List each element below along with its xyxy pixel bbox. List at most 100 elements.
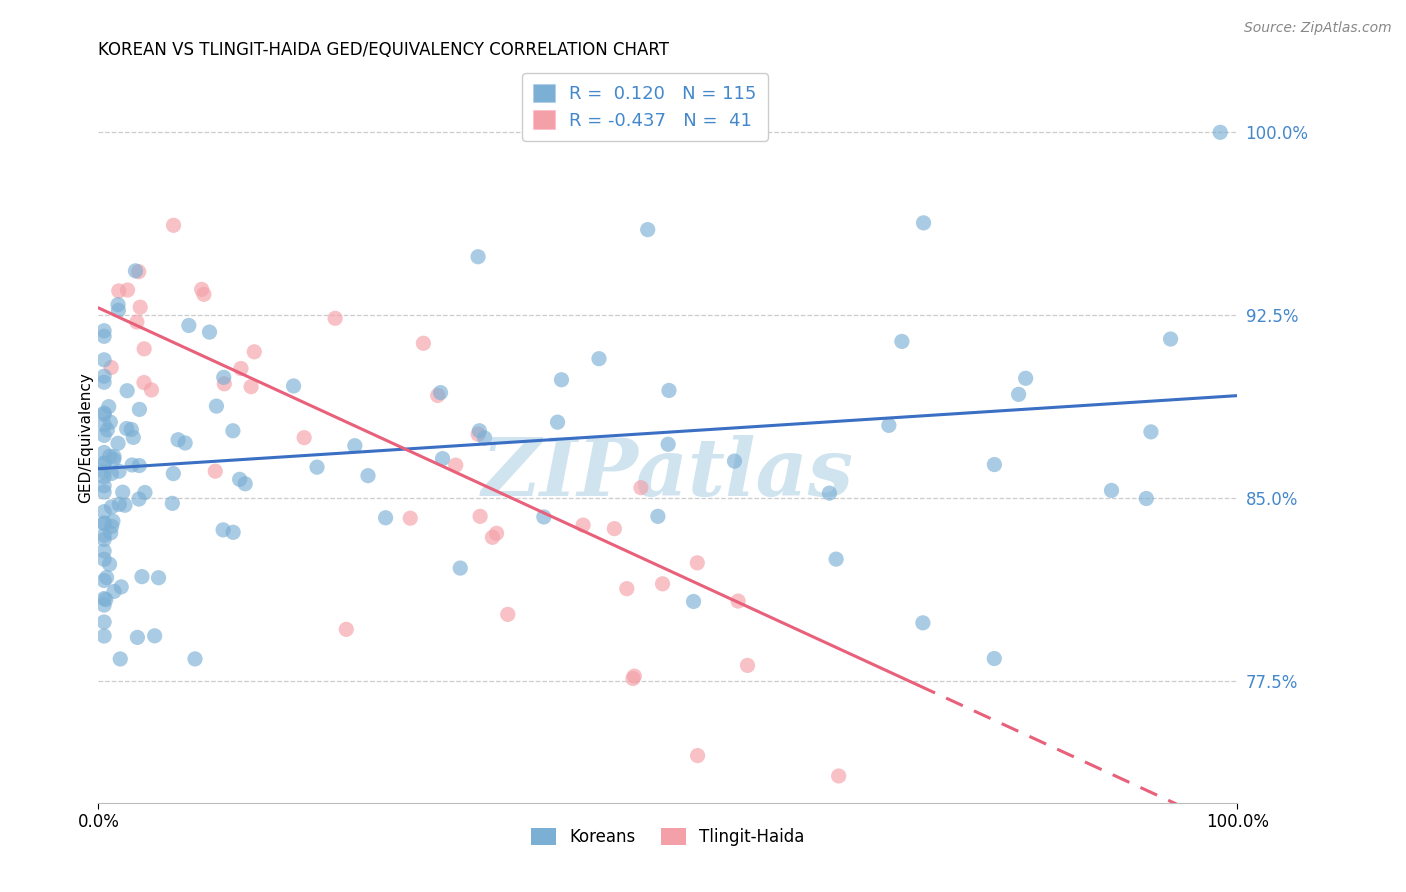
Point [93,406,115,420]
Point [117,283,139,297]
Point [93,528,115,542]
Point [111,485,134,500]
Point [323,311,346,326]
Point [621,672,644,686]
Point [657,437,679,451]
Point [93,629,115,643]
Point [432,451,454,466]
Point [93,505,115,519]
Point [190,282,212,296]
Point [212,523,235,537]
Point [93,417,115,432]
Point [682,594,704,608]
Point [426,388,449,402]
Point [93,369,115,384]
Point [533,510,555,524]
Point [93,408,115,422]
Point [174,436,197,450]
Point [100,360,122,375]
Legend: Koreans, Tlingit-Haida: Koreans, Tlingit-Haida [524,822,811,853]
Point [125,315,148,329]
Point [93,352,115,367]
Point [658,384,681,398]
Point [737,658,759,673]
Point [292,431,315,445]
Point [100,525,122,540]
Point [1014,371,1036,385]
Point [93,456,115,470]
Point [877,418,900,433]
Point [1140,425,1163,439]
Point [686,556,709,570]
Point [1135,491,1157,506]
Point [110,652,132,666]
Point [444,458,467,472]
Point [912,216,935,230]
Text: KOREAN VS TLINGIT-HAIDA GED/EQUIVALENCY CORRELATION CHART: KOREAN VS TLINGIT-HAIDA GED/EQUIVALENCY … [98,41,669,59]
Point [983,458,1005,472]
Point [623,669,645,683]
Point [474,431,496,445]
Point [890,334,912,349]
Point [229,361,252,376]
Point [134,342,156,356]
Point [240,379,263,393]
Point [93,485,115,500]
Point [335,623,357,637]
Point [96,570,118,584]
Point [115,384,138,398]
Point [167,433,190,447]
Point [162,219,184,233]
Point [723,454,745,468]
Point [100,500,122,514]
Point [128,265,150,279]
Point [828,769,851,783]
Point [1160,332,1182,346]
Point [243,344,266,359]
Point [124,264,146,278]
Point [283,379,305,393]
Point [96,423,118,437]
Point [108,497,131,511]
Point [468,509,491,524]
Point [205,399,228,413]
Point [107,303,129,318]
Point [637,222,659,236]
Point [103,450,125,464]
Point [93,469,115,483]
Point [129,300,152,314]
Point [1101,483,1123,498]
Point [467,250,489,264]
Point [93,544,115,558]
Point [110,580,132,594]
Point [128,491,150,506]
Point [177,318,200,333]
Point [134,485,156,500]
Point [122,430,145,444]
Point [98,415,121,429]
Point [103,452,125,467]
Point [467,427,489,442]
Point [616,582,638,596]
Point [93,324,115,338]
Point [114,498,136,512]
Point [100,467,122,481]
Point [1209,125,1232,139]
Point [143,629,166,643]
Point [93,329,115,343]
Point [93,428,115,442]
Point [357,468,380,483]
Point [374,510,396,524]
Point [305,460,328,475]
Point [121,458,143,472]
Point [233,476,256,491]
Point [131,569,153,583]
Point [198,325,221,339]
Point [204,464,226,478]
Point [214,376,236,391]
Point [588,351,610,366]
Point [228,472,250,486]
Point [93,591,115,606]
Point [93,465,115,479]
Point [98,558,121,572]
